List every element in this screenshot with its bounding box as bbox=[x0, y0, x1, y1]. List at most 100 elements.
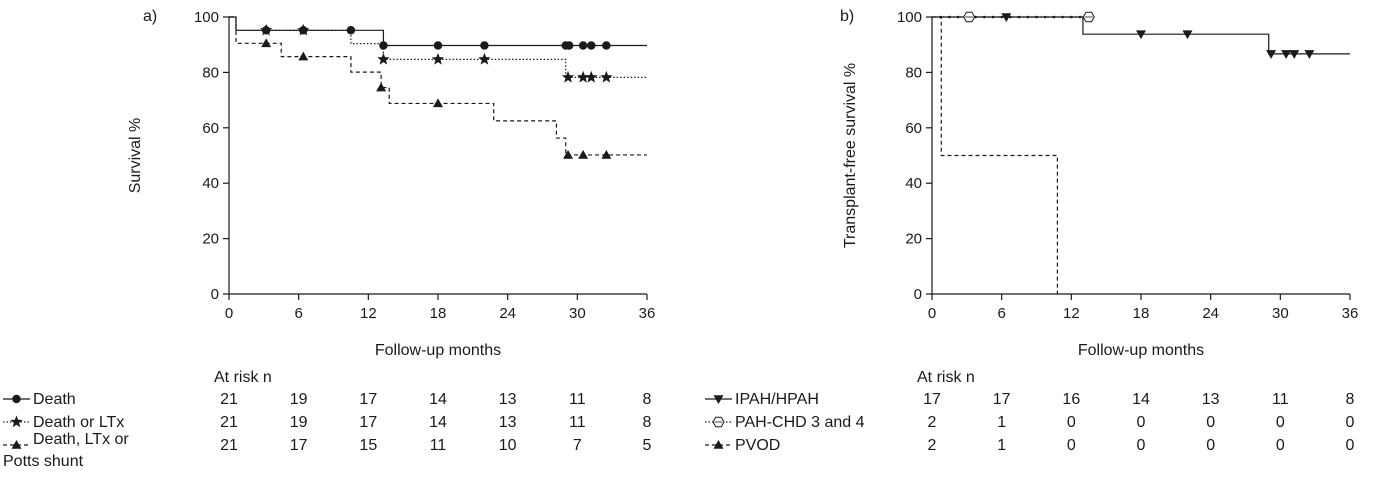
legend-label: Death bbox=[33, 391, 76, 408]
y-tick-label: 80 bbox=[905, 64, 922, 81]
y-tick-label: 40 bbox=[202, 175, 219, 192]
curve-dot bbox=[1070, 15, 1073, 19]
curve-dot bbox=[1052, 15, 1056, 19]
curve-dot bbox=[1061, 15, 1064, 19]
legend-circle-icon bbox=[12, 394, 21, 404]
at-risk-value: 19 bbox=[290, 414, 308, 431]
at-risk-value: 16 bbox=[1062, 391, 1080, 408]
x-tick-label: 18 bbox=[430, 305, 447, 322]
y-tick-label: 0 bbox=[211, 286, 219, 303]
series-ipah-hpah bbox=[932, 13, 1350, 59]
legend-triangle-down-icon bbox=[713, 395, 724, 404]
censor-marker bbox=[1281, 50, 1292, 59]
censor-marker bbox=[1136, 30, 1146, 40]
curve-dot bbox=[948, 15, 951, 19]
censor-marker bbox=[561, 70, 575, 83]
series-death bbox=[229, 16, 647, 50]
series-death-or-ltx bbox=[229, 16, 647, 83]
x-tick-label: 36 bbox=[639, 305, 656, 322]
censor-marker bbox=[376, 82, 387, 92]
at-risk-value: 8 bbox=[643, 414, 652, 431]
censor-marker bbox=[585, 70, 598, 83]
at-risk-value: 0 bbox=[1137, 414, 1146, 431]
at-risk-value: 21 bbox=[220, 437, 238, 454]
curve-dot bbox=[974, 15, 977, 19]
at-risk-value: 2 bbox=[928, 414, 937, 431]
censor-marker bbox=[261, 38, 272, 48]
at-risk-value: 0 bbox=[1067, 437, 1076, 454]
x-tick-label: 12 bbox=[1063, 305, 1080, 322]
legend-label: Death or LTx bbox=[33, 414, 124, 431]
legend-row-2: PAH-CHD 3 and 4 2 1 0 0 0 0 0 bbox=[705, 414, 1355, 431]
censor-marker bbox=[578, 149, 589, 159]
at-risk-value: 17 bbox=[923, 391, 941, 408]
curve-dot bbox=[982, 15, 986, 19]
curve-dot bbox=[1043, 15, 1047, 19]
at-risk-value: 0 bbox=[1067, 414, 1076, 431]
y-tick-label: 80 bbox=[202, 64, 219, 81]
censor-marker bbox=[478, 52, 491, 65]
censor-marker bbox=[587, 41, 596, 50]
at-risk-value: 14 bbox=[1132, 391, 1150, 408]
y-axis-title: Transplant-free survival % bbox=[842, 63, 859, 248]
at-risk-value: 7 bbox=[573, 437, 582, 454]
at-risk-value: 14 bbox=[429, 391, 447, 408]
y-tick-label: 20 bbox=[905, 231, 922, 248]
censor-marker bbox=[578, 41, 588, 50]
at-risk-value: 8 bbox=[1346, 391, 1355, 408]
y-tick-label: 60 bbox=[202, 120, 219, 137]
x-tick-label: 6 bbox=[294, 305, 302, 322]
curve-dot bbox=[1026, 15, 1030, 19]
x-tick-label: 24 bbox=[499, 305, 516, 322]
y-tick-label: 40 bbox=[905, 175, 922, 192]
curve-dot bbox=[1078, 15, 1082, 19]
at-risk-value: 11 bbox=[1272, 391, 1289, 408]
censor-marker bbox=[576, 70, 590, 83]
at-risk-value: 17 bbox=[359, 414, 377, 431]
legend-star-icon bbox=[10, 415, 23, 428]
series-pvod bbox=[932, 16, 1058, 294]
at-risk-value: 17 bbox=[359, 391, 377, 408]
panel-label: a) bbox=[143, 8, 157, 25]
y-axis-title: Survival % bbox=[127, 118, 144, 194]
at-risk-value: 0 bbox=[1137, 437, 1146, 454]
censor-marker bbox=[1266, 50, 1277, 59]
x-tick-label: 12 bbox=[360, 305, 377, 322]
censor-marker bbox=[1304, 50, 1315, 59]
legend-label: PAH-CHD 3 and 4 bbox=[735, 414, 865, 431]
x-tick-label: 36 bbox=[1342, 305, 1359, 322]
curve-dot bbox=[1009, 15, 1012, 19]
y-tick-label: 0 bbox=[914, 286, 922, 303]
legend-triangle-icon bbox=[11, 440, 22, 449]
x-tick-label: 0 bbox=[225, 305, 233, 322]
y-tick-label: 60 bbox=[905, 120, 922, 137]
panel-a: 0 20 40 60 80 100 0 6 12 18 24 30 36 a) Follow-up mont… bbox=[3, 8, 655, 470]
at-risk-value: 19 bbox=[290, 391, 308, 408]
survival-curve bbox=[229, 16, 647, 78]
curve-dot bbox=[1000, 15, 1003, 19]
at-risk-value: 0 bbox=[1346, 437, 1355, 454]
at-risk-title: At risk n bbox=[917, 369, 975, 386]
x-tick-label: 0 bbox=[928, 305, 936, 322]
at-risk-value: 0 bbox=[1276, 437, 1285, 454]
at-risk-value: 15 bbox=[359, 437, 377, 454]
censor-marker bbox=[298, 51, 309, 61]
curve-dot bbox=[956, 15, 960, 19]
censor-marker bbox=[433, 41, 443, 50]
at-risk-value: 5 bbox=[643, 437, 652, 454]
at-risk-value: 8 bbox=[643, 391, 652, 408]
legend-row-3: PVOD 2 1 0 0 0 0 0 bbox=[705, 437, 1355, 454]
at-risk-value: 0 bbox=[1206, 414, 1215, 431]
legend-row-1: IPAH/HPAH 17 17 16 14 13 11 8 bbox=[705, 391, 1355, 408]
legend-row-3: Death, LTx or Potts shunt 21 17 15 11 10 7 5 bbox=[3, 431, 652, 470]
x-tick-label: 30 bbox=[1272, 305, 1289, 322]
at-risk-value: 21 bbox=[220, 414, 238, 431]
censor-marker bbox=[601, 149, 612, 159]
x-axis-title: Follow-up months bbox=[1078, 342, 1204, 359]
at-risk-title: At risk n bbox=[214, 369, 272, 386]
legend-row-2: Death or LTx 21 19 17 14 13 11 8 bbox=[3, 414, 652, 431]
y-tick-label: 100 bbox=[194, 9, 219, 26]
series-death-ltx-or-potts-shunt bbox=[229, 16, 647, 159]
series-pah-chd-3-and-4 bbox=[932, 11, 1095, 23]
